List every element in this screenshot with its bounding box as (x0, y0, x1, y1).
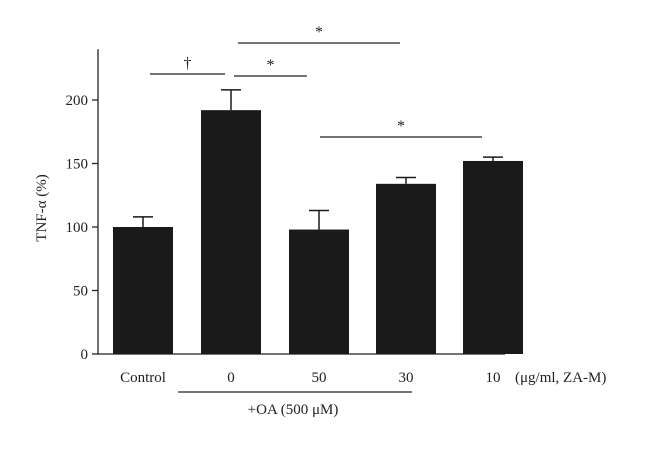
axes: 0 50 100 150 200 Control 0 50 30 10 (66, 49, 505, 393)
x-tick-label: 0 (227, 370, 235, 386)
significance-marker: * (397, 118, 405, 135)
bar (289, 229, 349, 354)
bar (463, 160, 523, 354)
bar (376, 183, 436, 354)
significance-marker: * (267, 57, 275, 74)
y-tick-label: 100 (66, 220, 89, 236)
bars (113, 110, 523, 354)
significance-marker: † (184, 55, 192, 72)
error-bars (133, 89, 503, 230)
x-tick-label: 10 (486, 370, 501, 386)
y-tick-label: 50 (73, 284, 88, 300)
x-tick-label: 30 (399, 370, 414, 386)
significance-annotations: † * * * (150, 24, 482, 138)
x-unit-label: (μg/ml, ZA-M) (515, 370, 606, 386)
bar (201, 110, 261, 354)
bar (113, 227, 173, 354)
x-tick-label: 50 (312, 370, 327, 386)
axis-labels: TNF-α (%) (μg/ml, ZA-M) +OA (500 μM) (34, 174, 606, 418)
y-tick-label: 200 (66, 93, 89, 109)
y-axis-label: TNF-α (%) (34, 174, 50, 241)
y-tick-label: 0 (81, 347, 89, 363)
group-label: +OA (500 μM) (248, 402, 339, 418)
y-tick-label: 150 (66, 157, 89, 173)
significance-marker: * (315, 24, 323, 41)
x-tick-label: Control (120, 370, 166, 386)
